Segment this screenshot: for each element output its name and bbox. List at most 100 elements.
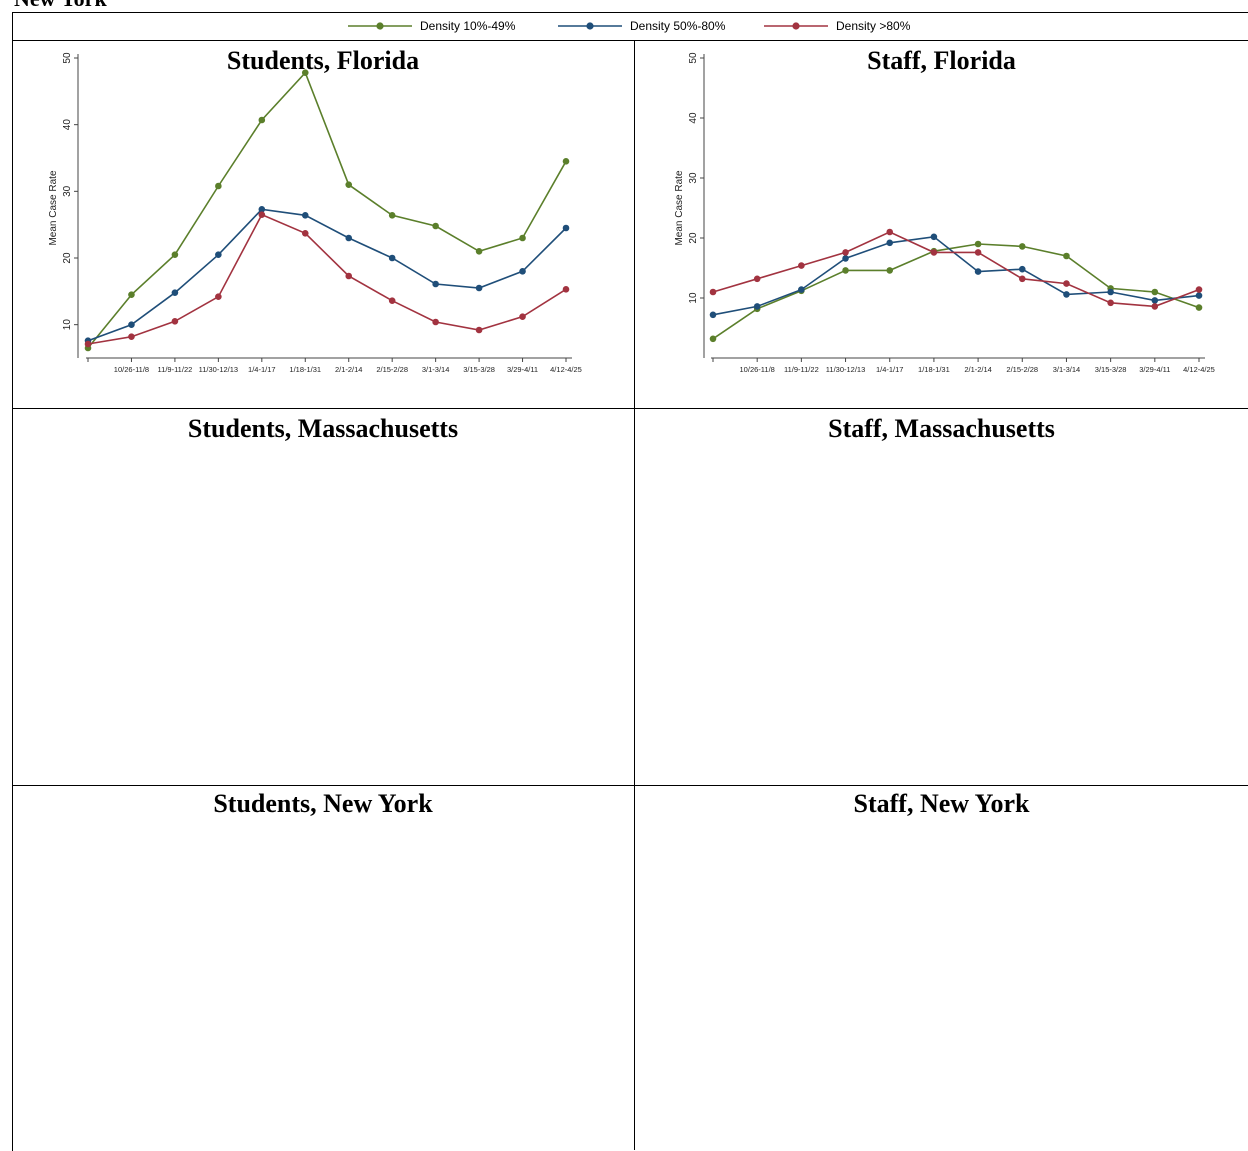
data-point-high-density	[709, 288, 717, 296]
legend-label-low-density: Density 10%-49%	[420, 19, 516, 33]
x-tick-label: 11/9-11/22	[158, 365, 193, 374]
data-point-mid-density	[886, 239, 894, 247]
panel-title: Staff, Massachusetts	[828, 414, 1055, 443]
data-point-high-density	[171, 318, 179, 325]
data-point-low-density	[519, 234, 526, 242]
data-point-mid-density	[475, 284, 483, 292]
y-tick-label: 30	[688, 172, 699, 184]
x-tick-label: 3/29-4/11	[1139, 365, 1170, 374]
x-tick-label: 1/18-1/31	[289, 365, 321, 374]
data-point-mid-density	[753, 303, 761, 310]
data-point-high-density	[1195, 286, 1203, 293]
y-tick-label: 20	[62, 252, 73, 264]
chart-staff-new-york: 050100150200Mean Case Rate10/26-11/811/9…	[635, 786, 1248, 1150]
x-tick-label: 4/12-4/25	[1183, 365, 1215, 374]
data-point-high-density	[1063, 280, 1070, 287]
data-point-mid-density	[842, 255, 849, 262]
data-point-mid-density	[301, 212, 309, 219]
y-tick-label: 40	[688, 112, 699, 124]
data-point-high-density	[301, 230, 309, 237]
data-point-low-density	[1018, 243, 1026, 250]
x-tick-label: 2/1-2/14	[964, 365, 992, 374]
data-point-high-density	[886, 228, 894, 236]
panel-title: Students, New York	[213, 789, 433, 818]
data-point-high-density	[1151, 303, 1159, 310]
row-divider	[12, 785, 1248, 786]
data-point-mid-density	[1195, 292, 1203, 299]
data-point-high-density	[974, 249, 982, 256]
legend-item-mid-density: Density 50%-80%	[558, 19, 725, 33]
panel-title: Students, Massachusetts	[187, 414, 459, 443]
figure-caption: New York	[14, 0, 107, 10]
column-divider	[634, 41, 635, 1150]
x-tick-label: 3/15-3/28	[1095, 365, 1127, 374]
x-tick-label: 3/29-4/11	[507, 365, 538, 374]
data-point-low-density	[388, 212, 396, 219]
data-point-low-density	[886, 267, 894, 274]
y-tick-label: 30	[62, 185, 73, 197]
series-line-high-density	[87, 213, 567, 345]
data-point-low-density	[1195, 304, 1203, 311]
data-point-low-density	[562, 158, 570, 165]
x-tick-label: 11/30-12/13	[199, 365, 238, 374]
series-line-mid-density	[87, 208, 567, 342]
x-tick-label: 3/15-3/28	[463, 365, 495, 374]
legend-item-low-density: Density 10%-49%	[348, 19, 515, 33]
data-point-high-density	[128, 333, 135, 340]
x-tick-label: 2/1-2/14	[335, 365, 363, 374]
data-point-low-density	[432, 222, 439, 230]
data-point-mid-density	[709, 311, 717, 319]
x-tick-label: 4/12-4/25	[550, 365, 582, 374]
legend-item-high-density: Density >80%	[764, 19, 910, 33]
y-tick-label: 50	[688, 52, 699, 64]
x-tick-label: 1/18-1/31	[918, 365, 950, 374]
data-point-mid-density	[519, 268, 526, 275]
data-point-low-density	[974, 240, 982, 248]
data-point-high-density	[215, 293, 222, 300]
x-tick-label: 10/26-11/8	[114, 365, 149, 374]
chart-staff-florida: 10 20 30 40 50 Mean Case Rate 10/26-11/8 11/9-1…	[674, 52, 1215, 374]
figure-frame	[12, 12, 1248, 1151]
data-point-high-density	[798, 262, 805, 269]
data-point-high-density	[388, 297, 396, 304]
legend-marker-low-density	[348, 22, 412, 30]
data-point-high-density	[519, 313, 526, 320]
data-point-high-density	[258, 211, 266, 218]
x-tick-label: 11/9-11/22	[784, 365, 819, 374]
x-tick-label: 3/1-3/14	[1053, 365, 1081, 374]
legend-marker-high-density	[764, 22, 828, 30]
x-tick-label: 1/4-1/17	[876, 365, 904, 374]
data-point-low-density	[345, 181, 353, 188]
data-point-high-density	[1107, 299, 1114, 307]
y-tick-label: 40	[62, 119, 73, 131]
legend: Density 10%-49% Density 50%-80% Density …	[12, 12, 1248, 41]
panel-staff-massachusetts: Staff, Massachusetts 01020304050Mean Cas…	[635, 409, 1248, 785]
data-point-mid-density	[1063, 291, 1070, 298]
series-line-low-density	[712, 243, 1200, 340]
data-point-high-density	[562, 286, 570, 293]
data-point-mid-density	[345, 234, 353, 242]
data-point-high-density	[345, 272, 353, 280]
x-tick-label: 2/15-2/28	[376, 365, 408, 374]
legend-label-mid-density: Density 50%-80%	[630, 19, 726, 33]
panel-title: Students, Florida	[226, 46, 420, 75]
series-line-high-density	[712, 231, 1200, 308]
row-divider	[12, 408, 1248, 409]
x-tick-label: 2/15-2/28	[1006, 365, 1038, 374]
data-point-mid-density	[388, 254, 396, 262]
chart-students-new-york: 50100150200Mean Case Rate10/26-11/811/9-…	[12, 786, 634, 1150]
series-line-low-density	[87, 71, 567, 349]
y-tick-label: 10	[688, 292, 699, 304]
data-point-low-density	[709, 335, 717, 343]
data-point-high-density	[930, 249, 938, 256]
data-point-low-density	[1063, 252, 1070, 260]
data-point-mid-density	[258, 206, 266, 213]
data-point-high-density	[84, 340, 92, 348]
legend-marker-mid-density	[558, 22, 622, 30]
data-point-mid-density	[215, 251, 222, 258]
chart-staff-massachusetts: 01020304050Mean Case Rate10/26-11/811/9-…	[635, 409, 1248, 785]
data-point-mid-density	[1018, 265, 1026, 273]
data-point-high-density	[1018, 275, 1026, 283]
x-tick-label: 3/1-3/14	[422, 365, 450, 374]
panel-staff-florida: Staff, Florida 10 20 30 40 50 Mean Case Rate 1…	[635, 41, 1248, 408]
